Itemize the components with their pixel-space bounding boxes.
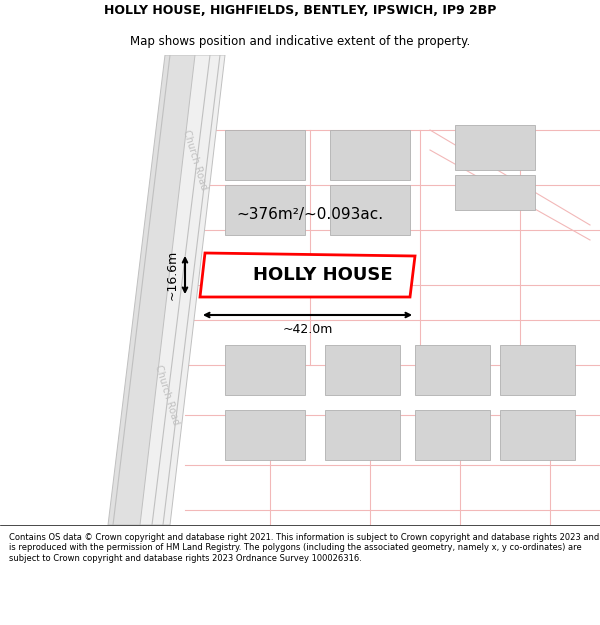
Bar <box>325 410 400 460</box>
Bar <box>415 410 490 460</box>
Bar <box>225 410 305 460</box>
Text: ~16.6m: ~16.6m <box>166 250 179 300</box>
Polygon shape <box>108 55 215 525</box>
Text: ~376m²/~0.093ac.: ~376m²/~0.093ac. <box>236 208 383 222</box>
Bar <box>455 175 535 210</box>
Bar <box>500 410 575 460</box>
Text: ~42.0m: ~42.0m <box>283 323 332 336</box>
Text: HOLLY HOUSE: HOLLY HOUSE <box>253 266 392 284</box>
Bar <box>500 345 575 395</box>
Bar <box>225 185 305 235</box>
Bar <box>325 345 400 395</box>
Bar <box>225 130 305 180</box>
Text: Church Road: Church Road <box>153 364 181 426</box>
Text: Contains OS data © Crown copyright and database right 2021. This information is : Contains OS data © Crown copyright and d… <box>9 533 599 562</box>
Text: Map shows position and indicative extent of the property.: Map shows position and indicative extent… <box>130 35 470 48</box>
Text: Church Road: Church Road <box>181 129 209 191</box>
Polygon shape <box>140 55 225 525</box>
Bar <box>330 185 410 235</box>
Bar <box>225 345 305 395</box>
Bar <box>455 125 535 170</box>
Bar <box>330 130 410 180</box>
Bar <box>415 345 490 395</box>
Polygon shape <box>200 253 415 297</box>
Text: HOLLY HOUSE, HIGHFIELDS, BENTLEY, IPSWICH, IP9 2BP: HOLLY HOUSE, HIGHFIELDS, BENTLEY, IPSWIC… <box>104 4 496 18</box>
